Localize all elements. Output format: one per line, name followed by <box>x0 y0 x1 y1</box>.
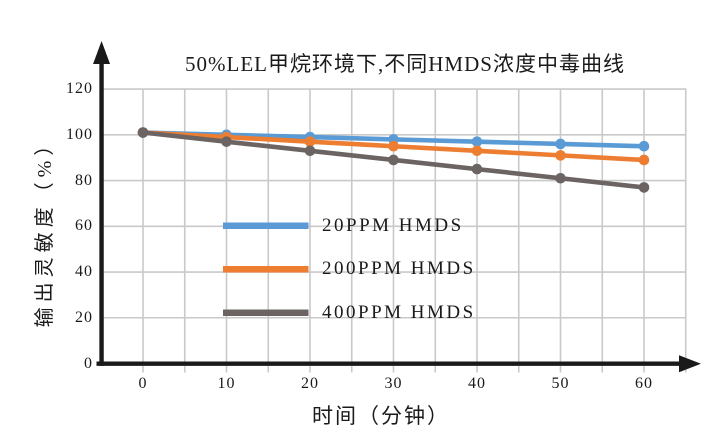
x-tick-label: 0 <box>138 375 148 392</box>
data-point-20ppm-hmds <box>638 140 650 152</box>
data-point-400ppm-hmds <box>471 163 483 175</box>
x-tick-label: 10 <box>217 375 236 392</box>
data-point-400ppm-hmds <box>638 182 650 193</box>
x-axis-arrow-icon <box>679 355 701 373</box>
data-point-400ppm-hmds <box>221 136 232 147</box>
data-point-400ppm-hmds <box>555 172 566 184</box>
legend-label: 400PPM HMDS <box>322 301 476 323</box>
chart-title: 50%LEL甲烷环境下,不同HMDS浓度中毒曲线 <box>185 52 625 76</box>
data-point-20ppm-hmds <box>555 138 566 150</box>
x-tick-label: 40 <box>468 375 486 392</box>
x-tick-label: 60 <box>635 375 653 392</box>
y-tick-label: 100 <box>66 125 93 143</box>
data-point-200ppm-hmds <box>471 145 483 157</box>
y-axis-arrow-icon <box>93 41 111 64</box>
data-point-200ppm-hmds <box>555 150 566 161</box>
legend-label: 20PPM HMDS <box>322 214 464 236</box>
data-point-200ppm-hmds <box>304 136 316 147</box>
data-point-200ppm-hmds <box>638 154 650 166</box>
legend-label: 200PPM HMDS <box>322 258 476 280</box>
x-axis-title: 时间（分钟） <box>312 404 450 428</box>
y-tick-label: 60 <box>75 217 93 235</box>
y-tick-label: 80 <box>75 171 93 189</box>
x-tick-label: 30 <box>384 375 403 392</box>
y-tick-label: 40 <box>75 263 93 281</box>
data-point-400ppm-hmds <box>304 145 316 157</box>
y-tick-label: 0 <box>84 354 93 372</box>
x-tick-label: 50 <box>551 375 570 392</box>
y-tick-label: 120 <box>66 80 93 98</box>
data-point-200ppm-hmds <box>388 140 399 152</box>
data-point-400ppm-hmds <box>137 127 149 138</box>
data-point-400ppm-hmds <box>388 154 399 166</box>
x-tick-label: 20 <box>301 375 319 392</box>
data-point-20ppm-hmds <box>471 136 483 147</box>
y-tick-label: 20 <box>75 308 93 326</box>
